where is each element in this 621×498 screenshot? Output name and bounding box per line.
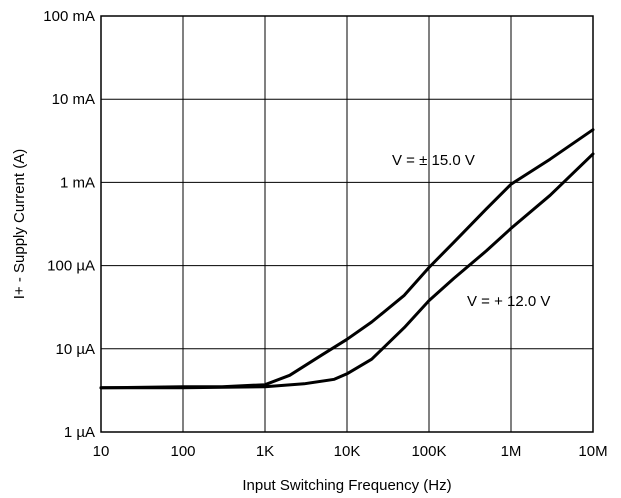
series-curves <box>99 128 595 390</box>
x-tick-label: 100K <box>411 443 446 460</box>
y-tick-label: 10 µA <box>56 341 96 358</box>
y-tick-label: 100 µA <box>47 258 95 275</box>
x-tick-label: 1K <box>256 443 274 460</box>
y-tick-label: 100 mA <box>43 8 95 25</box>
series-label-15v: V = ± 15.0 V <box>392 152 475 169</box>
y-axis-title: I+ - Supply Current (A) <box>11 149 28 299</box>
y-tick-label: 1 µA <box>64 424 95 441</box>
x-tick-label: 10 <box>93 443 110 460</box>
x-tick-label: 1M <box>501 443 522 460</box>
x-tick-label: 100 <box>170 443 195 460</box>
series-label-12v: V = + 12.0 V <box>467 293 550 310</box>
series-line-12v <box>99 152 595 390</box>
grid <box>101 16 593 432</box>
plot-frame <box>100 15 594 433</box>
x-tick-labels: 10 100 1K 10K 100K 1M 10M <box>93 443 608 460</box>
x-tick-label: 10M <box>578 443 607 460</box>
x-axis-title: Input Switching Frequency (Hz) <box>242 477 451 494</box>
y-tick-labels: 1 µA 10 µA 100 µA 1 mA 10 mA 100 mA <box>43 8 95 441</box>
x-tick-label: 10K <box>334 443 361 460</box>
y-tick-label: 1 mA <box>60 174 95 191</box>
y-tick-label: 10 mA <box>52 91 95 108</box>
